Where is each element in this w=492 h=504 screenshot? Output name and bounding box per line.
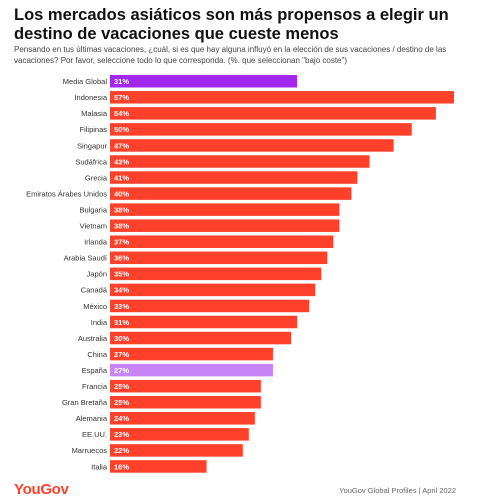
category-label: China <box>87 350 107 359</box>
bar-value-label: 38% <box>114 222 129 231</box>
bar <box>110 299 310 313</box>
bar <box>110 75 298 88</box>
category-label: México <box>83 302 107 311</box>
bar-chart: Media Global 31% Indonesia 57% Malasia 54% Fil… <box>26 75 454 473</box>
bar <box>110 155 370 168</box>
category-label: Arabia Saudí <box>64 254 108 263</box>
bar-value-label: 35% <box>114 270 129 279</box>
source-note: YouGov Global Profiles | April 2022 <box>339 486 456 495</box>
bar <box>110 187 352 200</box>
category-label: Sudáfrica <box>75 157 108 166</box>
chart-subtitle: Pensando en tus últimas vacaciones, ¿cuá… <box>14 45 447 65</box>
bar <box>110 379 261 393</box>
category-label: Marruecos <box>72 446 108 455</box>
bar-value-label: 54% <box>114 109 129 118</box>
bar-value-label: 22% <box>114 446 129 455</box>
bar <box>110 331 292 345</box>
bar-value-label: 23% <box>114 430 129 439</box>
category-label: Alemania <box>76 414 108 423</box>
category-label: Emiratos Árabes Unidos <box>26 189 107 198</box>
category-label: Media Global <box>63 77 108 86</box>
bar-value-label: 36% <box>114 254 129 263</box>
bar-value-label: 27% <box>114 350 129 359</box>
bar <box>110 251 328 265</box>
bar-value-label: 38% <box>114 205 129 214</box>
bar <box>110 396 261 409</box>
category-label: Francia <box>82 382 108 391</box>
bar-value-label: 33% <box>114 302 129 311</box>
bar-value-label: 27% <box>114 366 129 375</box>
bar <box>110 267 322 281</box>
bar <box>110 460 207 473</box>
bar <box>110 219 340 232</box>
category-label: Singapur <box>77 141 108 150</box>
bar-value-label: 47% <box>114 141 129 150</box>
category-label: Vietnam <box>80 222 107 231</box>
chart-title: Los mercados asiáticos son más propensos… <box>14 6 449 43</box>
category-label: Italia <box>91 462 108 471</box>
category-label: India <box>91 318 108 327</box>
bar-value-label: 34% <box>114 286 129 295</box>
bar <box>110 347 273 361</box>
category-label: España <box>82 366 108 375</box>
category-label: Filipinas <box>79 125 107 134</box>
bar <box>110 107 436 120</box>
bar-value-label: 43% <box>114 157 129 166</box>
bar-value-label: 57% <box>114 93 129 102</box>
bar-value-label: 31% <box>114 318 129 327</box>
bar <box>110 283 316 297</box>
category-label: Canadá <box>81 286 108 295</box>
bar <box>110 315 298 329</box>
yougov-logo: YouGov <box>14 481 69 498</box>
category-label: Japón <box>87 270 107 279</box>
bar-value-label: 16% <box>114 462 129 471</box>
bar-value-label: 41% <box>114 173 129 182</box>
bar <box>110 412 255 425</box>
bar <box>110 123 412 136</box>
category-label: Australia <box>78 334 108 343</box>
category-label: Gran Bretaña <box>62 398 108 407</box>
bar <box>110 363 273 377</box>
bar-value-label: 24% <box>114 414 129 423</box>
bar-value-label: 37% <box>114 238 129 247</box>
category-label: Bulgaria <box>79 205 107 214</box>
category-label: Malasia <box>81 109 108 118</box>
bar <box>110 235 334 248</box>
bar <box>110 171 358 184</box>
category-label: EE.UU. <box>82 430 107 439</box>
category-label: Irlanda <box>84 238 108 247</box>
bar-value-label: 50% <box>114 125 129 134</box>
bar <box>110 91 454 104</box>
bar-value-label: 25% <box>114 382 129 391</box>
bar <box>110 203 340 216</box>
category-label: Grecia <box>85 173 108 182</box>
category-label: Indonesia <box>74 93 107 102</box>
bar-value-label: 40% <box>114 189 129 198</box>
bar <box>110 139 394 152</box>
bar-value-label: 31% <box>114 77 129 86</box>
bar <box>110 428 249 441</box>
bar-value-label: 30% <box>114 334 129 343</box>
bar-value-label: 25% <box>114 398 129 407</box>
bar <box>110 444 243 457</box>
